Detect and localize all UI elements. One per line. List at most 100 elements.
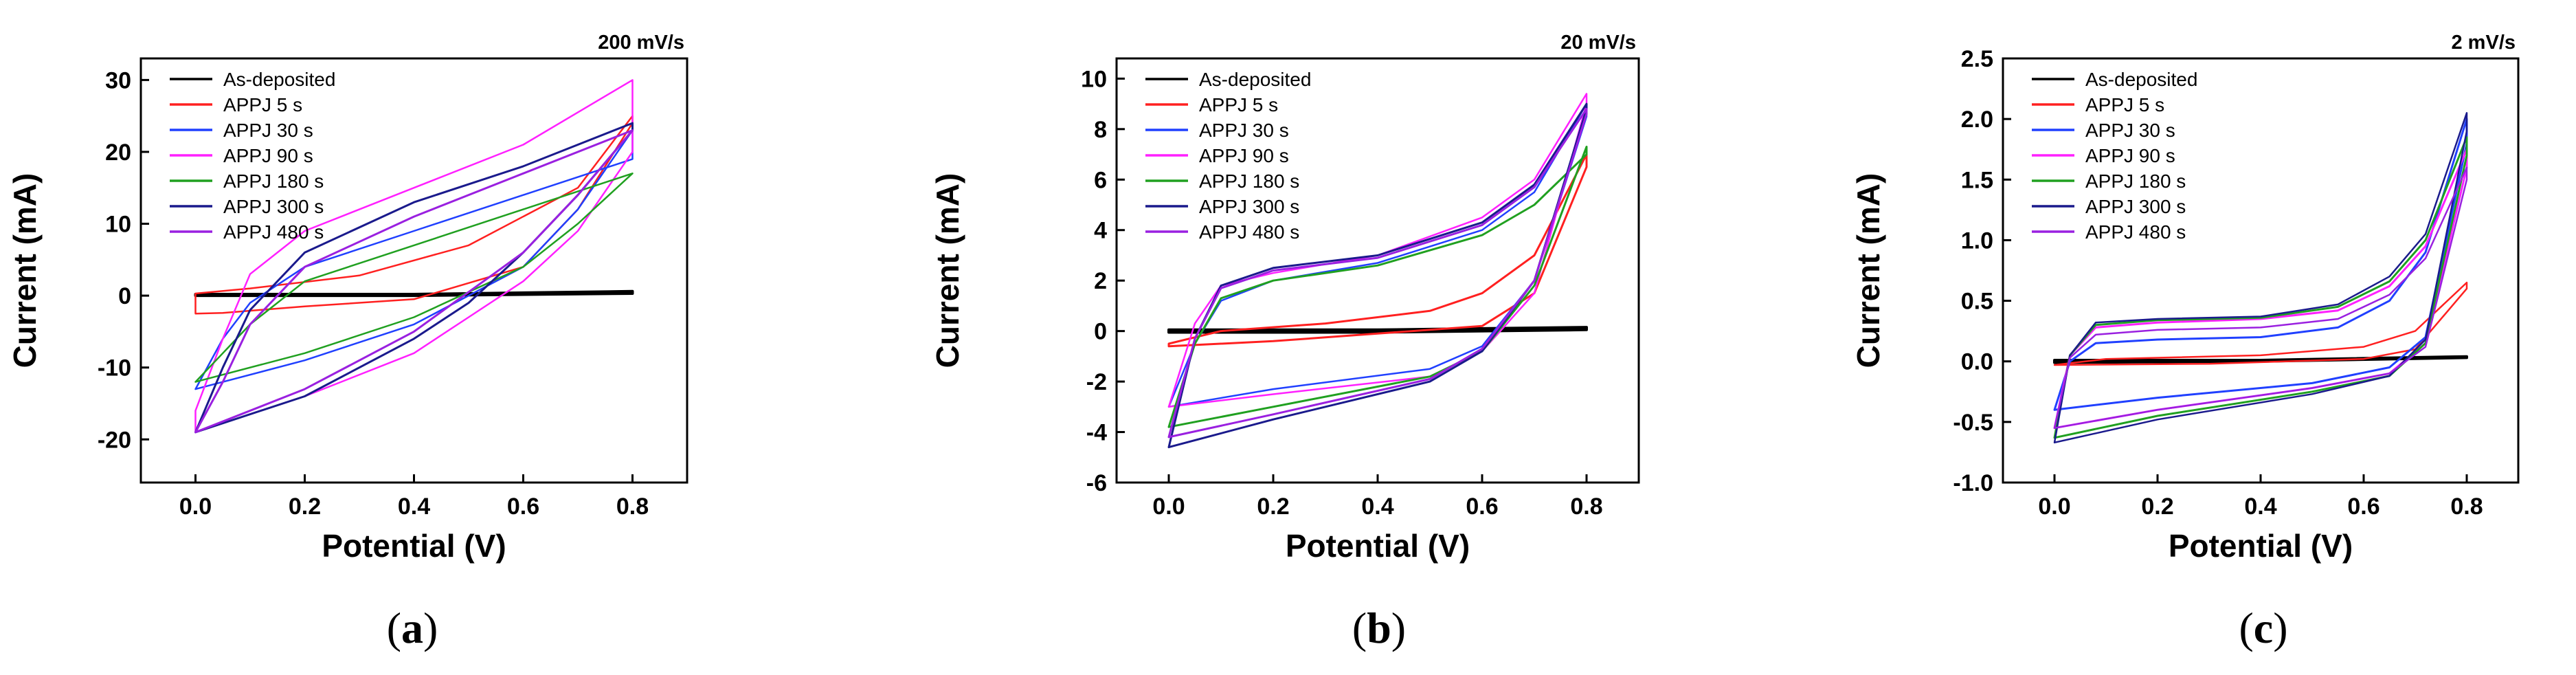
legend-label: APPJ 480 s — [1199, 221, 1299, 243]
legend-label: APPJ 5 s — [2085, 94, 2164, 115]
chart-panel-c: 0.0 0.2 0.4 0.6 0.8 -1.0 -0.5 0.0 0.5 1.0 1.5 2.0 2.… — [1850, 32, 2520, 652]
legend-label: APPJ 300 s — [1199, 196, 1299, 217]
y-tick-label: 10 — [105, 212, 131, 238]
y-tick-label: 0 — [1094, 319, 1107, 345]
x-tick-label: 0.0 — [179, 494, 212, 520]
legend-label: As-deposited — [223, 69, 335, 90]
y-tick-label: -0.5 — [1953, 410, 1993, 436]
legend-label: APPJ 300 s — [223, 196, 324, 217]
legend-label: As-deposited — [1199, 69, 1311, 90]
legend-label: APPJ 180 s — [1199, 170, 1299, 192]
y-tick-label: 4 — [1094, 218, 1107, 244]
series-line-appj-300-s — [1167, 102, 1588, 449]
caption-open-paren: ( — [387, 604, 401, 652]
panel-caption: (a) — [387, 604, 438, 652]
legend-label: APPJ 480 s — [223, 221, 324, 243]
legend-label: APPJ 30 s — [2085, 120, 2175, 141]
legend-label: APPJ 90 s — [223, 145, 313, 166]
x-tick-label: 0.6 — [507, 494, 539, 520]
series-line-appj-480-s — [194, 129, 634, 434]
y-tick-label: 8 — [1094, 117, 1107, 143]
y-tick-label: -1.0 — [1953, 470, 1993, 496]
y-tick-label: 6 — [1094, 167, 1107, 193]
legend-label: APPJ 90 s — [2085, 145, 2175, 166]
plot-frame — [1115, 57, 1640, 484]
series-line-as-deposited — [2053, 355, 2468, 364]
legend-label: APPJ 480 s — [2085, 221, 2186, 243]
x-tick-label: 0.4 — [2244, 494, 2276, 520]
x-tick-label: 0.8 — [1570, 494, 1602, 520]
y-tick-label: 1.5 — [1961, 167, 1993, 193]
y-tick-label: 0.5 — [1961, 289, 1993, 315]
legend: As-deposited APPJ 5 s APPJ 30 s APPJ 90 s AP… — [170, 69, 335, 243]
y-tick-label: -4 — [1086, 420, 1107, 446]
legend: As-deposited APPJ 5 s APPJ 30 s APPJ 90 s AP… — [1145, 69, 1311, 243]
series-line-appj-5-s — [2053, 281, 2468, 366]
series-line-appj-180-s — [2053, 136, 2468, 439]
x-tick-label: 0.4 — [1361, 494, 1393, 520]
legend-label: APPJ 300 s — [2085, 196, 2186, 217]
caption-open-paren: ( — [1352, 604, 1367, 652]
y-axis-label: Current (mA) — [7, 173, 43, 368]
legend-label: As-deposited — [2085, 69, 2197, 90]
legend-label: APPJ 5 s — [1199, 94, 1278, 115]
x-axis-label: Potential (V) — [1286, 528, 1470, 564]
y-axis-label: Current (mA) — [1850, 173, 1886, 368]
series-line-appj-30-s — [194, 129, 634, 390]
caption-letter: c — [2254, 604, 2273, 652]
legend-label: APPJ 180 s — [2085, 170, 2186, 192]
series-line-appj-30-s — [2053, 118, 2468, 411]
y-tick-label: 2 — [1094, 268, 1107, 294]
series-line-appj-480-s — [1167, 108, 1588, 439]
legend-label: APPJ 90 s — [1199, 145, 1289, 166]
series-line-appj-300-s — [194, 122, 634, 434]
caption-letter: a — [401, 604, 423, 652]
x-tick-label: 0.0 — [1152, 494, 1185, 520]
legend-label: APPJ 180 s — [223, 170, 324, 192]
series-line-appj-180-s — [194, 173, 634, 383]
y-tick-label: -6 — [1086, 470, 1107, 496]
caption-close-paren: ) — [1391, 604, 1406, 652]
series-line-appj-480-s — [2053, 166, 2468, 429]
caption-letter: b — [1367, 604, 1391, 652]
scan-rate-label: 20 mV/s — [1560, 32, 1636, 54]
y-tick-label: 0.0 — [1961, 349, 1993, 375]
series-line-appj-300-s — [2053, 112, 2468, 444]
x-tick-label: 0.0 — [2038, 494, 2070, 520]
legend-label: APPJ 30 s — [1199, 120, 1289, 141]
x-tick-label: 0.4 — [398, 494, 430, 520]
panel-caption: (c) — [2239, 604, 2287, 652]
x-tick-label: 0.2 — [289, 494, 321, 520]
y-tick-label: -20 — [98, 427, 131, 453]
y-tick-label: 2.0 — [1961, 107, 1993, 133]
panel-caption: (b) — [1352, 604, 1406, 652]
x-tick-label: 0.8 — [2450, 494, 2483, 520]
legend: As-deposited APPJ 5 s APPJ 30 s APPJ 90 s AP… — [2032, 69, 2197, 243]
chart-panel-a: 0.0 0.2 0.4 0.6 0.8 -20 -10 0 10 20 30 Potential (V… — [7, 32, 688, 652]
y-axis-label: Current (mA) — [930, 173, 965, 368]
legend-label: APPJ 5 s — [223, 94, 302, 115]
x-tick-label: 0.6 — [1466, 494, 1498, 520]
x-tick-label: 0.6 — [2347, 494, 2379, 520]
series-line-as-deposited — [1167, 326, 1588, 334]
series-line-appj-5-s — [194, 115, 634, 315]
x-axis-label: Potential (V) — [322, 528, 506, 564]
y-tick-label: 1.0 — [1961, 228, 1993, 254]
x-axis-label: Potential (V) — [2169, 528, 2353, 564]
legend-label: APPJ 30 s — [223, 120, 313, 141]
caption-open-paren: ( — [2239, 604, 2253, 652]
y-tick-label: -10 — [98, 355, 131, 381]
series-line-appj-180-s — [1167, 146, 1588, 428]
y-tick-label: 30 — [105, 67, 131, 93]
series-line-appj-90-s — [194, 79, 634, 434]
scan-rate-label: 200 mV/s — [598, 32, 684, 54]
caption-close-paren: ) — [2273, 604, 2287, 652]
y-tick-label: 2.5 — [1961, 46, 1993, 72]
y-tick-label: 0 — [118, 283, 131, 309]
y-tick-label: 20 — [105, 140, 131, 166]
y-tick-label: 10 — [1081, 66, 1107, 92]
y-tick-label: -2 — [1086, 369, 1107, 395]
x-tick-label: 0.2 — [1257, 494, 1289, 520]
series-line-appj-5-s — [1167, 153, 1588, 348]
